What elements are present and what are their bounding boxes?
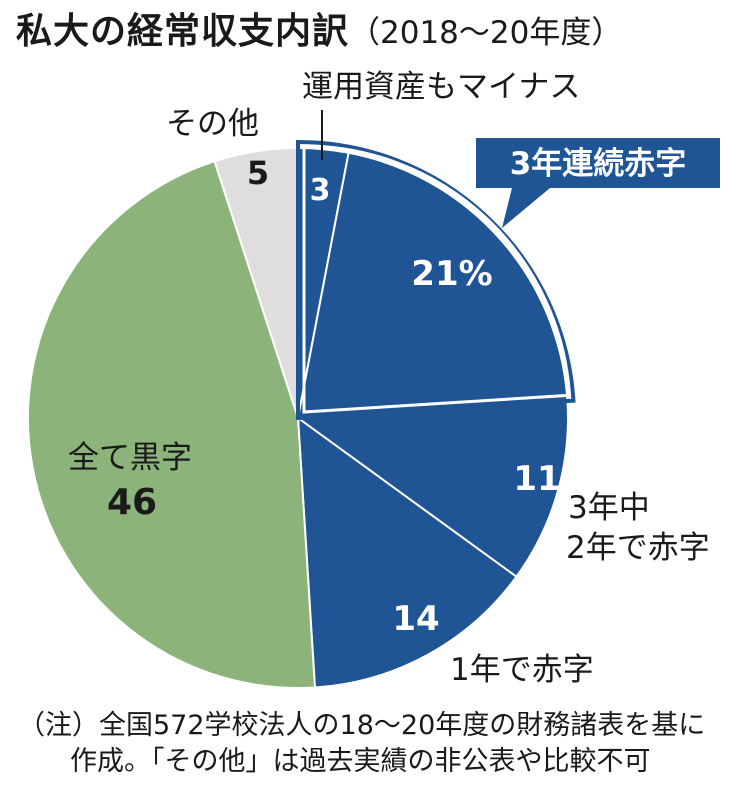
pie-slice-2	[295, 399, 569, 579]
value-label-5: 5	[247, 154, 269, 192]
pie-slices	[27, 146, 569, 689]
value-label-3: 14	[392, 599, 439, 639]
highlight-frame	[296, 138, 720, 421]
title-main: 私大の経常収支内訳	[16, 11, 350, 52]
chart-title: 私大の経常収支内訳（2018〜20年度）	[16, 2, 622, 54]
callout-box	[476, 138, 720, 228]
title-period: （2018〜20年度）	[349, 15, 623, 51]
slice-label-5: その他	[166, 106, 259, 142]
slice-label-2-line-2: 2年で赤字	[566, 530, 710, 566]
slice-label-2-line-1: 3年中	[568, 490, 650, 526]
callout-label: 3年連続赤字	[510, 146, 687, 182]
value-label-1: 21%	[411, 254, 492, 294]
footnote-line-2: 作成。「その他」は過去実績の非公表や比較不可	[70, 746, 651, 777]
footnote: （注）全国572学校法人の18〜20年度の財務諸表を基に 作成。「その他」は過去…	[18, 708, 730, 780]
value-label-4: 46	[107, 482, 157, 523]
value-label-0: 3	[310, 173, 331, 208]
highlight-inner-border	[302, 144, 572, 414]
value-label-2: 11	[513, 459, 560, 499]
pie-slice-1	[296, 151, 569, 420]
pie-slice-4	[27, 159, 317, 689]
slice-label-4: 全て黒字	[68, 440, 192, 476]
footnote-line-1: （注）全国572学校法人の18〜20年度の財務諸表を基に	[18, 710, 706, 741]
slice-label-3: 1年で赤字	[450, 652, 594, 688]
slice-label-0: 運用資産もマイナス	[302, 69, 580, 105]
pie-slice-3	[296, 415, 518, 689]
